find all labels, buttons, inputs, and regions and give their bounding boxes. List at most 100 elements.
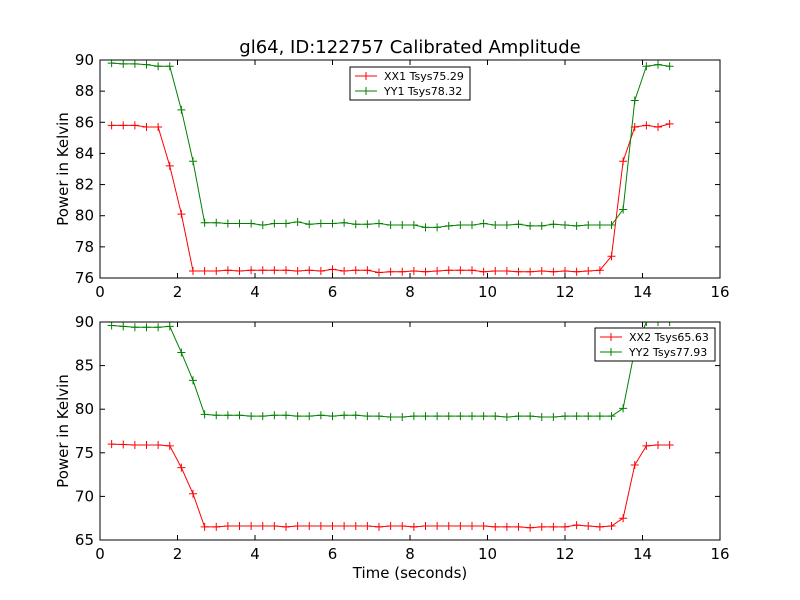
data-point: [200, 218, 209, 227]
data-point: [444, 412, 453, 421]
data-point: [433, 266, 442, 275]
y-tick-label: 90: [75, 51, 94, 69]
data-point: [537, 266, 546, 275]
data-point: [642, 441, 651, 450]
data-point: [421, 267, 430, 276]
data-point: [491, 221, 500, 230]
data-point: [619, 205, 628, 214]
x-tick-label: 10: [478, 283, 497, 301]
data-point: [409, 412, 418, 421]
data-point: [386, 522, 395, 531]
data-point: [223, 219, 232, 228]
data-point: [165, 161, 174, 170]
data-point: [654, 60, 662, 69]
legend-label: YY1 Tsys78.32: [383, 85, 462, 98]
x-tick-label: 0: [95, 283, 105, 301]
data-point: [270, 411, 279, 420]
bottom-panel: 0 2 4 6 8 10 12 14 16 65 70 75 80 85 90 Power in Kelvin…: [54, 313, 730, 582]
data-point: [386, 267, 395, 276]
data-point: [595, 221, 604, 230]
data-point: [223, 522, 232, 531]
data-point: [316, 411, 325, 420]
legend-box: [594, 327, 716, 362]
data-point: [386, 221, 395, 230]
data-point: [456, 412, 465, 421]
data-point: [212, 266, 221, 275]
data-point: [235, 522, 244, 531]
legend-label: YY2 Tsys77.93: [628, 346, 707, 359]
data-point: [154, 323, 163, 332]
data-point: [502, 221, 511, 230]
data-point: [235, 266, 244, 275]
data-point: [421, 522, 430, 531]
data-point: [351, 522, 360, 531]
data-point: [351, 220, 360, 229]
data-point: [572, 521, 581, 530]
x-tick-label: 10: [478, 545, 497, 563]
chart-title: gl64, ID:122757 Calibrated Amplitude: [239, 37, 580, 58]
y-tick-label: 70: [75, 487, 94, 505]
data-point: [375, 268, 383, 277]
data-point: [119, 121, 128, 130]
data-point: [444, 266, 453, 275]
data-point: [200, 266, 209, 275]
data-point: [316, 219, 325, 228]
data-point: [363, 522, 372, 531]
data-point: [305, 266, 314, 275]
data-point: [468, 412, 476, 421]
data-point: [363, 266, 372, 275]
data-point: [456, 522, 465, 531]
data-point: [200, 522, 209, 531]
data-point: [619, 514, 628, 523]
data-point: [468, 522, 476, 531]
data-point: [526, 221, 535, 230]
data-point: [607, 522, 616, 531]
data-point: [107, 322, 116, 330]
data-point: [189, 266, 197, 275]
data-point: [142, 60, 151, 69]
y-tick-label: 76: [75, 269, 94, 287]
data-point: [654, 122, 662, 131]
data-point: [433, 522, 442, 531]
data-point: [421, 223, 430, 232]
data-point: [584, 266, 593, 275]
data-point: [235, 219, 244, 228]
data-point: [444, 221, 453, 230]
data-point: [584, 412, 593, 421]
legend-label: XX1 Tsys75.29: [384, 70, 464, 83]
data-point: [619, 404, 628, 413]
data-point: [549, 220, 558, 229]
data-point: [305, 522, 314, 531]
data-point: [561, 522, 569, 531]
data-point: [491, 266, 500, 275]
x-tick-label: 2: [173, 283, 183, 301]
data-point: [351, 411, 360, 420]
legend-box: [349, 66, 471, 101]
data-point: [561, 221, 569, 230]
data-point: [119, 60, 128, 68]
x-tick-label: 2: [173, 545, 183, 563]
legend-label: XX2 Tsys65.63: [629, 331, 709, 344]
data-point: [502, 522, 511, 531]
data-point: [130, 60, 139, 68]
data-point: [247, 266, 256, 275]
data-point: [630, 96, 639, 105]
data-point: [282, 522, 290, 531]
data-point: [154, 440, 163, 449]
data-point: [119, 322, 128, 331]
data-point: [223, 266, 232, 275]
y-tick-label: 80: [75, 400, 94, 418]
data-point: [340, 218, 349, 227]
x-tick-label: 12: [555, 283, 574, 301]
data-point: [456, 221, 465, 230]
data-point: [316, 522, 325, 531]
data-point: [479, 267, 488, 276]
data-point: [130, 121, 139, 130]
data-point: [479, 522, 488, 531]
x-tick-label: 16: [710, 283, 729, 301]
y-tick-label: 85: [75, 357, 94, 375]
data-point: [328, 219, 337, 228]
data-point: [177, 210, 186, 219]
data-point: [526, 523, 535, 532]
